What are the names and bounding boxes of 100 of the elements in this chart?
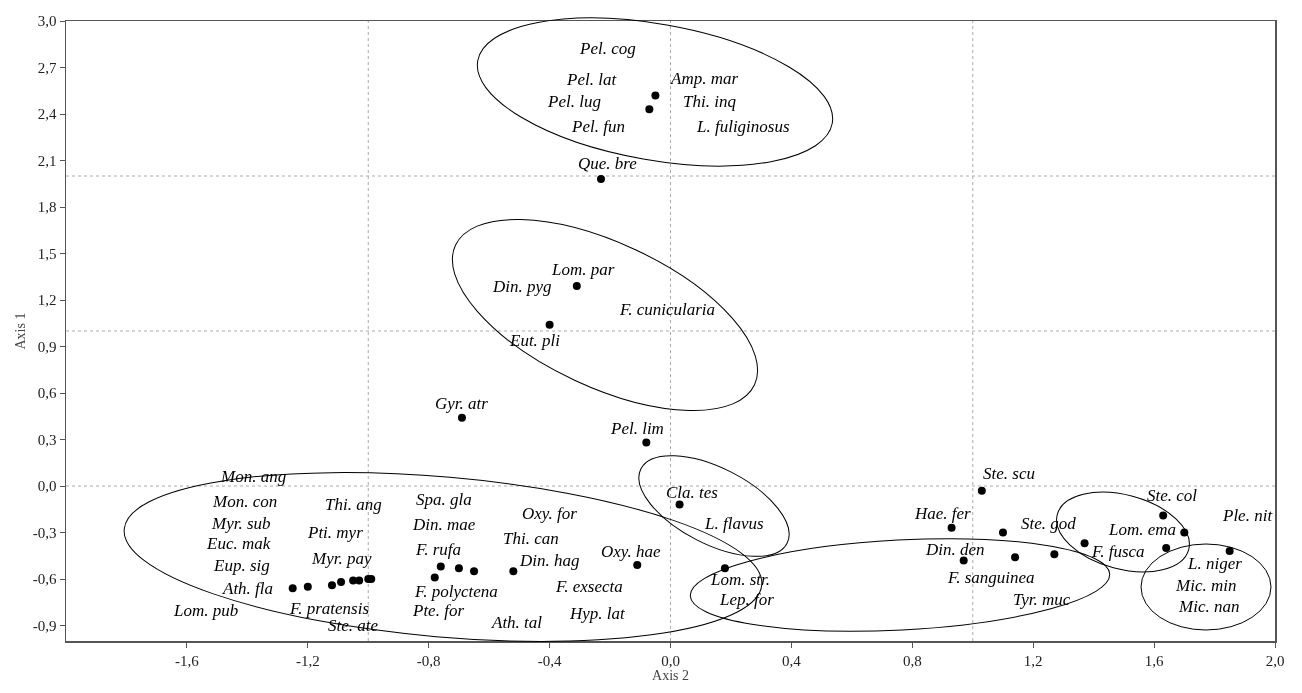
annotation: Pel. fun bbox=[571, 117, 625, 136]
point bbox=[959, 556, 968, 565]
x-tick-label: -0,4 bbox=[537, 652, 562, 669]
point bbox=[327, 581, 336, 590]
y-tick-label: -0,6 bbox=[32, 571, 57, 588]
annotation: F. sanguinea bbox=[947, 568, 1035, 587]
annotation: Oxy. hae bbox=[601, 542, 661, 561]
annotation: Mic. nan bbox=[1178, 597, 1240, 616]
annotation: Ple. nit bbox=[1222, 506, 1274, 525]
annotation: Tyr. muc bbox=[1013, 590, 1071, 609]
annotation: Ste. god bbox=[1021, 514, 1077, 533]
annotation: Eup. sig bbox=[213, 556, 270, 575]
y-tick-label: 0,9 bbox=[37, 338, 57, 355]
annotation: Thi. inq bbox=[683, 92, 737, 111]
point bbox=[430, 573, 439, 582]
annotation: Din. den bbox=[925, 540, 985, 559]
y-tick-label: 1,5 bbox=[37, 245, 57, 262]
y-tick-label: 0,6 bbox=[37, 385, 57, 402]
annotation: Pel. lug bbox=[547, 92, 601, 111]
point bbox=[947, 523, 956, 532]
x-tick-label: 0,0 bbox=[661, 652, 680, 669]
x-tick-label: -1,2 bbox=[295, 652, 320, 669]
y-tick-label: -0,9 bbox=[32, 617, 57, 634]
annotation: Pel. lim bbox=[610, 419, 664, 438]
point bbox=[977, 486, 986, 495]
y-tick-label: 2,4 bbox=[37, 106, 57, 123]
annotation: Euc. mak bbox=[206, 534, 271, 553]
y-tick-label: 1,8 bbox=[37, 199, 57, 216]
y-tick-label: 2,1 bbox=[37, 152, 57, 169]
annotation: Cla. tes bbox=[666, 483, 719, 502]
annotation: Lom. pub bbox=[173, 601, 239, 620]
point bbox=[1050, 550, 1059, 559]
point bbox=[1159, 511, 1168, 520]
point bbox=[457, 413, 466, 422]
annotation: F. rufa bbox=[415, 540, 462, 559]
annotation: Pte. for bbox=[412, 601, 465, 620]
x-tick-label: 1,6 bbox=[1144, 652, 1164, 669]
point bbox=[998, 528, 1007, 537]
y-axis-title: Axis 1 bbox=[12, 312, 28, 350]
annotation: Mon. con bbox=[212, 492, 278, 511]
point bbox=[651, 91, 660, 100]
annotation: F. exsecta bbox=[555, 577, 623, 596]
annotation: F. pratensis bbox=[289, 599, 370, 618]
point bbox=[675, 500, 684, 509]
x-tick-label: -0,8 bbox=[416, 652, 441, 669]
annotation: Lom. ema bbox=[1108, 520, 1177, 539]
point bbox=[572, 282, 581, 291]
annotation: Myr. pay bbox=[311, 549, 372, 568]
x-tick-label: 0,8 bbox=[902, 652, 922, 669]
point bbox=[470, 567, 479, 576]
annotation: L. fuliginosus bbox=[696, 117, 790, 136]
annotation: Gyr. atr bbox=[435, 394, 489, 413]
annotation: F. cunicularia bbox=[619, 300, 716, 319]
point bbox=[288, 584, 297, 593]
y-tick-label: -0,3 bbox=[32, 524, 57, 541]
point bbox=[1162, 544, 1171, 552]
annotation: Ste. col bbox=[1147, 486, 1198, 505]
point bbox=[509, 567, 518, 576]
point bbox=[436, 562, 445, 571]
x-tick-label: 2,0 bbox=[1265, 652, 1285, 669]
annotation: Amp. mar bbox=[670, 69, 739, 88]
annotation: Ath. tal bbox=[491, 613, 543, 632]
point bbox=[633, 561, 642, 570]
point bbox=[1080, 539, 1089, 548]
point bbox=[545, 320, 554, 329]
annotation: Que. bre bbox=[578, 154, 638, 173]
annotation: Myr. sub bbox=[211, 514, 271, 533]
annotation: Ath. fla bbox=[222, 579, 274, 598]
annotation: Din. pyg bbox=[492, 277, 552, 296]
annotation: Lom. par bbox=[551, 260, 615, 279]
annotation: F. polyctena bbox=[414, 582, 498, 601]
point bbox=[1011, 553, 1020, 562]
point bbox=[642, 438, 651, 447]
annotation: L. niger bbox=[1187, 554, 1243, 573]
annotation: Lep. for bbox=[719, 590, 775, 609]
annotation: Pel. cog bbox=[579, 39, 636, 58]
point bbox=[1225, 547, 1234, 556]
annotation: Hae. fer bbox=[914, 504, 972, 523]
annotation: Oxy. for bbox=[522, 504, 578, 523]
point bbox=[355, 576, 364, 585]
annotation: Thi. can bbox=[503, 529, 559, 548]
y-tick-label: 3,0 bbox=[37, 13, 57, 30]
y-tick-label: 0,3 bbox=[37, 431, 57, 448]
y-tick-label: 0,0 bbox=[37, 478, 57, 495]
annotation: Ste. scu bbox=[983, 464, 1035, 483]
annotation: Thi. ang bbox=[325, 495, 382, 514]
annotation: L. flavus bbox=[704, 514, 764, 533]
annotation: Pti. myr bbox=[307, 523, 364, 542]
y-tick-label: 2,7 bbox=[37, 59, 57, 76]
x-tick-label: 1,2 bbox=[1023, 652, 1043, 669]
point bbox=[454, 564, 463, 573]
point bbox=[645, 105, 654, 114]
y-tick-label: 1,2 bbox=[37, 292, 57, 309]
annotation: Eut. pli bbox=[509, 331, 561, 350]
annotation: Hyp. lat bbox=[569, 604, 627, 623]
x-tick-label: -1,6 bbox=[175, 652, 200, 669]
x-tick-label: 0,4 bbox=[782, 652, 802, 669]
annotation: Din. mae bbox=[412, 515, 476, 534]
x-axis-title: Axis 2 bbox=[652, 668, 689, 684]
annotation: Spa. gla bbox=[416, 490, 472, 509]
